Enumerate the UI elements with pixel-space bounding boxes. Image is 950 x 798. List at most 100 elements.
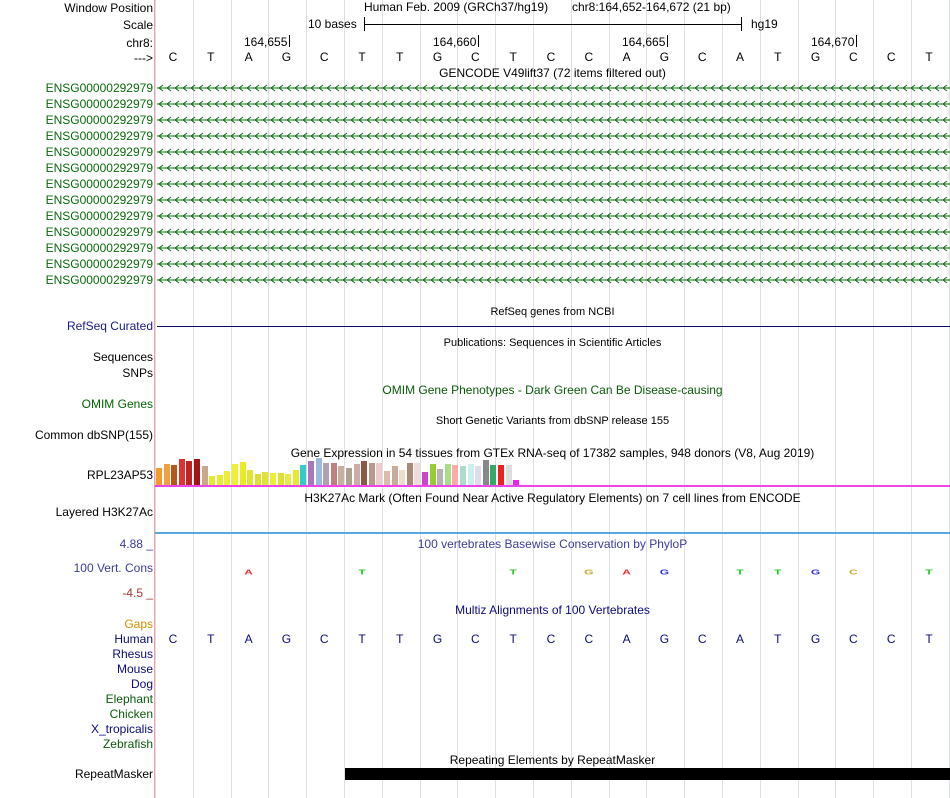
gtex-tissue-bar[interactable] xyxy=(270,473,276,485)
gtex-tissue-bar[interactable] xyxy=(239,462,246,485)
gtex-tissue-bar[interactable] xyxy=(171,465,178,485)
gencode-gene-line[interactable] xyxy=(157,242,950,254)
gencode-gene-line[interactable] xyxy=(157,274,950,286)
gtex-tissue-bar[interactable] xyxy=(330,463,337,485)
gtex-tissue-bar[interactable] xyxy=(194,459,200,485)
conservation-letter[interactable]: A xyxy=(244,567,253,577)
snps-label[interactable]: SNPs xyxy=(122,366,153,380)
gtex-tissue-bar[interactable] xyxy=(406,463,413,485)
gtex-tissue-bar[interactable] xyxy=(163,464,170,485)
gtex-tissue-bar[interactable] xyxy=(482,460,489,485)
gtex-tissue-bar[interactable] xyxy=(254,474,261,485)
gtex-tissue-bar[interactable] xyxy=(186,461,193,485)
conservation-letter[interactable]: T xyxy=(509,567,517,577)
gtex-tissue-bar[interactable] xyxy=(216,475,223,485)
omim-label[interactable]: OMIM Genes xyxy=(81,397,153,411)
gtex-tissue-bar[interactable] xyxy=(308,461,314,485)
gtex-tissue-bar[interactable] xyxy=(368,463,375,485)
gencode-gene-label[interactable]: ENSG00000292979 xyxy=(45,113,153,127)
conservation-letter[interactable]: C xyxy=(849,567,858,577)
conservation-letter[interactable]: G xyxy=(810,567,821,577)
gencode-gene-line[interactable] xyxy=(157,114,950,126)
gtex-tissue-bar[interactable] xyxy=(475,466,482,485)
gencode-gene-label[interactable]: ENSG00000292979 xyxy=(45,97,153,111)
gencode-gene-line[interactable] xyxy=(157,130,950,142)
gencode-gene-label[interactable]: ENSG00000292979 xyxy=(45,257,153,271)
repeatmasker-label[interactable]: RepeatMasker xyxy=(74,767,153,781)
cons-label[interactable]: 100 Vert. Cons xyxy=(73,561,153,575)
gencode-gene-line[interactable] xyxy=(157,178,950,190)
refseq-line[interactable] xyxy=(157,326,950,327)
scale-label: Scale xyxy=(122,18,153,32)
gtex-tissue-bar[interactable] xyxy=(467,464,474,485)
gencode-gene-line[interactable] xyxy=(157,162,950,174)
gtex-tissue-bar[interactable] xyxy=(391,466,398,485)
gtex-tissue-bar[interactable] xyxy=(513,480,520,485)
gtex-tissue-bar[interactable] xyxy=(422,472,428,485)
gtex-tissue-bar[interactable] xyxy=(156,468,162,485)
gtex-tissue-bar[interactable] xyxy=(292,470,299,485)
gtex-tissue-bar[interactable] xyxy=(384,471,390,485)
gencode-gene-label[interactable]: ENSG00000292979 xyxy=(45,241,153,255)
gencode-gene-line[interactable] xyxy=(157,194,950,206)
gtex-tissue-bar[interactable] xyxy=(277,473,284,485)
gencode-gene-label[interactable]: ENSG00000292979 xyxy=(45,145,153,159)
gtex-tissue-bar[interactable] xyxy=(338,466,345,485)
gtex-tissue-bar[interactable] xyxy=(315,458,322,485)
gtex-tissue-bar[interactable] xyxy=(376,463,383,485)
gencode-gene-line[interactable] xyxy=(157,82,950,94)
gtex-tissue-bar[interactable] xyxy=(437,469,444,485)
gtex-tissue-bar[interactable] xyxy=(498,465,504,485)
conservation-letter[interactable]: T xyxy=(774,567,782,577)
refseq-label[interactable]: RefSeq Curated xyxy=(66,319,153,333)
gtex-tissue-bar[interactable] xyxy=(429,464,436,485)
gtex-tissue-bar[interactable] xyxy=(452,465,459,485)
gtex-tissue-bar[interactable] xyxy=(300,465,307,485)
gtex-tissue-bar[interactable] xyxy=(285,474,292,485)
gencode-gene-label[interactable]: ENSG00000292979 xyxy=(45,129,153,143)
gencode-gene-label[interactable]: ENSG00000292979 xyxy=(45,81,153,95)
gtex-tissue-bar[interactable] xyxy=(201,466,208,485)
gtex-tissue-bar[interactable] xyxy=(444,464,451,485)
gtex-tissue-bar[interactable] xyxy=(414,463,421,485)
gencode-gene-line[interactable] xyxy=(157,98,950,110)
gtex-tissue-bar[interactable] xyxy=(399,470,406,485)
gtex-tissue-bar[interactable] xyxy=(505,465,512,485)
gencode-gene-label[interactable]: ENSG00000292979 xyxy=(45,225,153,239)
conservation-letter[interactable]: T xyxy=(358,567,366,577)
gtex-tissue-bar[interactable] xyxy=(247,470,254,485)
ruler-tick-label: 164,660 xyxy=(433,35,477,49)
gencode-gene-label[interactable]: ENSG00000292979 xyxy=(45,177,153,191)
gtex-tissue-bar[interactable] xyxy=(262,472,269,485)
conservation-letter[interactable]: T xyxy=(925,567,933,577)
gencode-gene-line[interactable] xyxy=(157,146,950,158)
conservation-letter[interactable]: G xyxy=(584,567,594,577)
gtex-tissue-bar[interactable] xyxy=(224,471,231,485)
gencode-gene-line[interactable] xyxy=(157,210,950,222)
gtex-tissue-bar[interactable] xyxy=(232,464,238,485)
gtex-tissue-bar[interactable] xyxy=(353,464,360,485)
conservation-letter[interactable]: A xyxy=(622,567,631,577)
gencode-gene-label[interactable]: ENSG00000292979 xyxy=(45,161,153,175)
gencode-gene-line[interactable] xyxy=(157,258,950,270)
gtex-tissue-bar[interactable] xyxy=(490,465,497,485)
gtex-tissue-bar[interactable] xyxy=(460,466,466,485)
gencode-gene-label[interactable]: ENSG00000292979 xyxy=(45,273,153,287)
gencode-gene-line[interactable] xyxy=(157,226,950,238)
gtex-gene-label[interactable]: RPL23AP53 xyxy=(86,468,153,482)
gtex-tissue-bar[interactable] xyxy=(346,468,352,485)
sequences-label[interactable]: Sequences xyxy=(92,350,153,364)
gtex-tissue-bar[interactable] xyxy=(178,459,185,485)
gencode-gene-label[interactable]: ENSG00000292979 xyxy=(45,193,153,207)
gtex-tissue-bar[interactable] xyxy=(323,463,330,485)
gtex-tissue-bar[interactable] xyxy=(209,476,216,485)
conservation-letter[interactable]: G xyxy=(659,567,670,577)
h3k27ac-label[interactable]: Layered H3K27Ac xyxy=(55,505,153,519)
h3k27ac-signal-line[interactable] xyxy=(155,532,950,534)
repeat-element[interactable] xyxy=(345,768,950,780)
grid-line xyxy=(911,0,912,798)
conservation-letter[interactable]: T xyxy=(736,567,744,577)
dbsnp-label[interactable]: Common dbSNP(155) xyxy=(34,428,153,442)
gtex-tissue-bar[interactable] xyxy=(361,461,368,485)
gencode-gene-label[interactable]: ENSG00000292979 xyxy=(45,209,153,223)
